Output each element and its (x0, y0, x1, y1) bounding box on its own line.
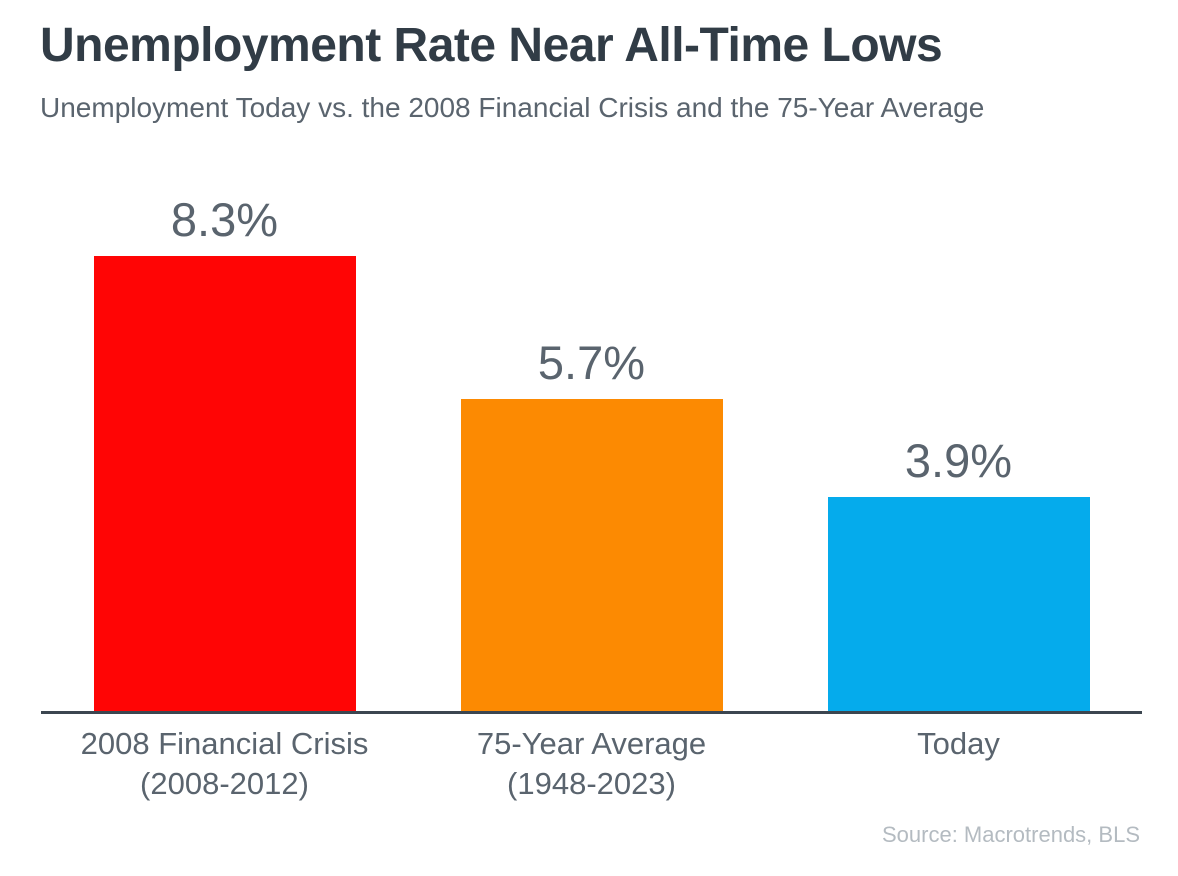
category-label-line: 2008 Financial Crisis (80, 726, 369, 761)
x-axis-category-label-1: 2008 Financial Crisis (2008-2012) (41, 724, 408, 804)
x-axis-category-label-3: Today (775, 724, 1142, 764)
bar-3 (827, 497, 1090, 711)
category-label-line: (2008-2012) (140, 766, 309, 801)
bar-value-label-2: 5.7% (537, 336, 646, 389)
bar-value-label-1: 8.3% (170, 193, 279, 246)
category-label-line: (1948-2023) (507, 766, 676, 801)
x-axis-category-label-2: 75-Year Average (1948-2023) (408, 724, 775, 804)
bar-1 (93, 256, 356, 711)
source-attribution: Source: Macrotrends, BLS (881, 822, 1140, 847)
chart-subtitle: Unemployment Today vs. the 2008 Financia… (40, 92, 985, 123)
bar-2 (460, 399, 723, 711)
chart-title: Unemployment Rate Near All-Time Lows (40, 19, 943, 72)
category-label-line: Today (917, 726, 1000, 761)
category-label-line: 75-Year Average (476, 726, 707, 761)
x-axis-line (41, 711, 1142, 714)
bar-value-label-3: 3.9% (904, 434, 1013, 487)
